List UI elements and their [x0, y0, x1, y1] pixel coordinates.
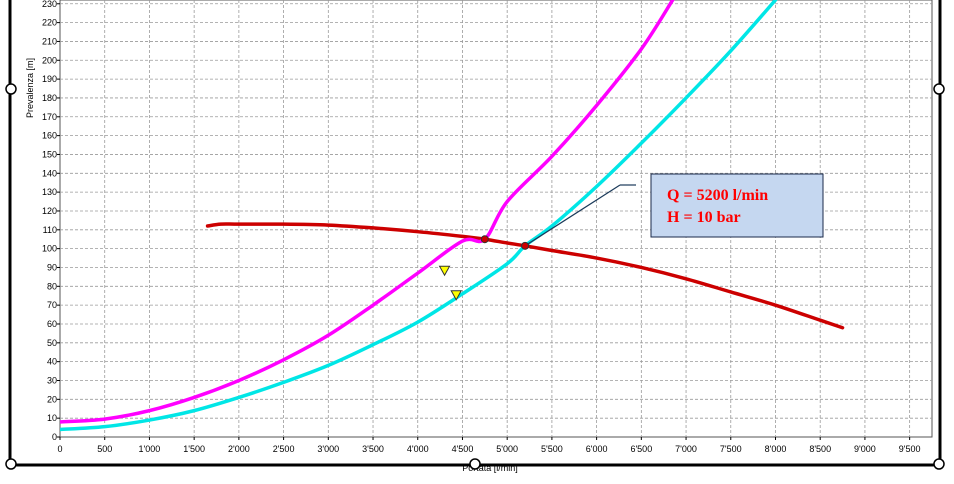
- marker-operating-point: [521, 241, 530, 250]
- x-tick-label: 3'500: [362, 444, 384, 454]
- y-tick-label: 90: [47, 262, 57, 272]
- x-tick-label: 5'000: [496, 444, 518, 454]
- resize-handle-right[interactable]: [933, 83, 945, 95]
- y-tick-label: 230: [42, 0, 57, 9]
- marker-triangle: [438, 265, 451, 277]
- resize-handle-bottom-center[interactable]: [469, 458, 481, 470]
- x-axis-label: Portata [l/min]: [462, 463, 518, 473]
- y-tick-label: 180: [42, 93, 57, 103]
- series-system-curve-magenta: [60, 0, 675, 424]
- y-tick-label: 160: [42, 131, 57, 141]
- y-tick-label: 20: [47, 394, 57, 404]
- x-tick-label: 2'500: [273, 444, 295, 454]
- y-axis: 0 10 20 30 40 50 60 70 80 90 100 110 120 130 140 150 160…: [42, 0, 60, 442]
- y-tick-label: 130: [42, 187, 57, 197]
- x-tick-label: 4'000: [407, 444, 429, 454]
- y-tick-label: 60: [47, 319, 57, 329]
- marker-operating-point: [480, 235, 489, 244]
- callout-line-head: H = 10 bar: [667, 209, 741, 226]
- markers-layer: [438, 235, 530, 301]
- y-tick-label: 170: [42, 112, 57, 122]
- y-tick-label: 30: [47, 375, 57, 385]
- y-axis-label: Prevalenza [m]: [25, 58, 35, 118]
- y-tick-label: 110: [43, 225, 57, 235]
- y-tick-label: 200: [42, 55, 57, 65]
- callout-line-flow: Q = 5200 l/min: [667, 187, 768, 204]
- operating-point-callout: Q = 5200 l/min H = 10 bar: [650, 173, 824, 238]
- x-tick-label: 6'500: [630, 444, 652, 454]
- x-tick-label: 9'000: [854, 444, 876, 454]
- grid: [60, 0, 932, 437]
- resize-handle-left[interactable]: [5, 83, 17, 95]
- x-tick-label: 6'000: [586, 444, 608, 454]
- series-system-curve-cyan: [60, 0, 778, 432]
- x-tick-label: 500: [97, 444, 112, 454]
- y-tick-label: 40: [47, 357, 57, 367]
- x-tick-label: 7'000: [675, 444, 697, 454]
- x-tick-label: 8'000: [765, 444, 787, 454]
- callout-leader-line: [524, 184, 621, 247]
- series-pump-curve: [205, 222, 845, 330]
- x-tick-label: 1'000: [139, 444, 161, 454]
- resize-handle-bottom-left[interactable]: [5, 458, 17, 470]
- y-tick-label: 100: [42, 244, 57, 254]
- marker-triangle: [450, 290, 463, 301]
- series-layer: [60, 0, 845, 432]
- resize-handle-bottom-right[interactable]: [933, 458, 945, 470]
- y-tick-label: 120: [42, 206, 57, 216]
- x-tick-label: 0: [57, 444, 62, 454]
- callout-box: [650, 173, 824, 238]
- y-tick-label: 80: [47, 281, 57, 291]
- x-tick-label: 1'500: [183, 444, 205, 454]
- x-tick-label: 3'000: [317, 444, 339, 454]
- y-tick-label: 220: [42, 18, 57, 28]
- y-tick-label: 150: [42, 149, 57, 159]
- x-tick-label: 7'500: [720, 444, 742, 454]
- y-tick-label: 210: [42, 36, 57, 46]
- y-tick-label: 140: [42, 168, 57, 178]
- y-tick-label: 10: [47, 413, 57, 423]
- x-tick-label: 5'500: [541, 444, 563, 454]
- x-tick-label: 9'500: [899, 444, 921, 454]
- y-tick-label: 190: [42, 74, 57, 84]
- x-axis: 0 500 1'000 1'500 2'000 2'500 3'000 3'500 4'000 4…: [57, 437, 921, 454]
- y-tick-label: 70: [47, 300, 57, 310]
- x-tick-label: 2'000: [228, 444, 250, 454]
- y-tick-label: 0: [52, 432, 57, 442]
- x-tick-label: 8'500: [809, 444, 831, 454]
- x-tick-label: 4'500: [452, 444, 474, 454]
- y-tick-label: 50: [47, 338, 57, 348]
